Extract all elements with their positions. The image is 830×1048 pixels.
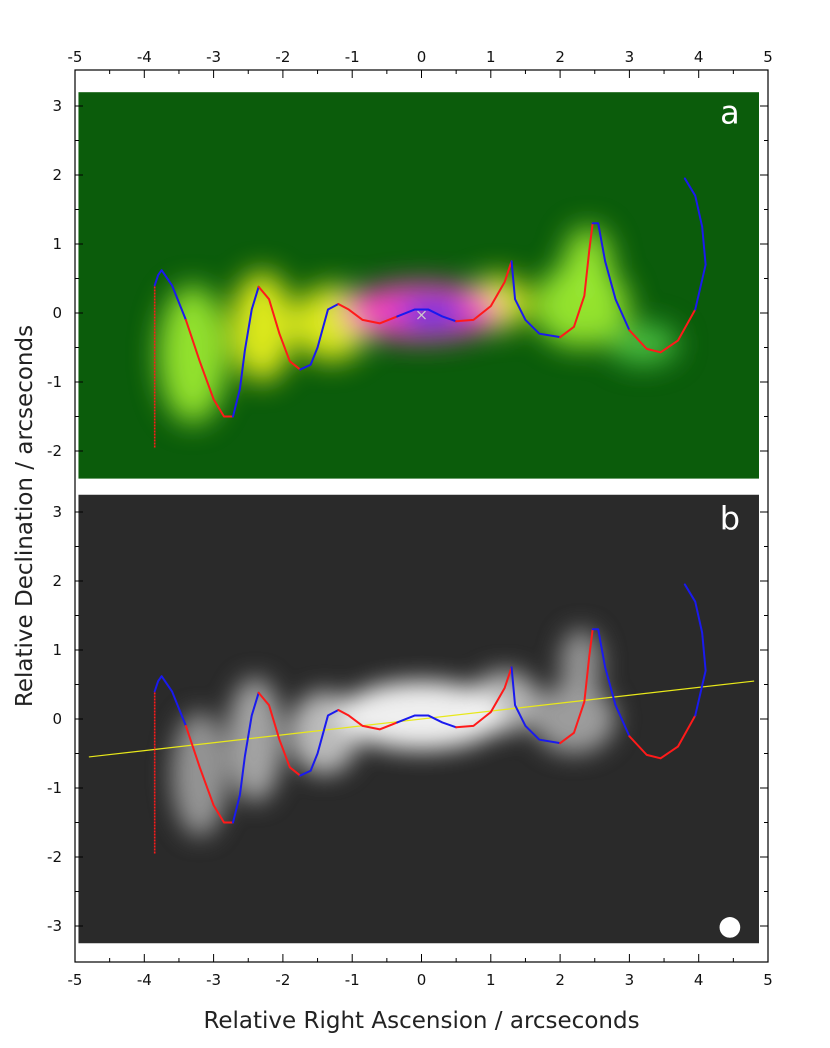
y-tick-label: 0: [52, 304, 62, 322]
emission-blob: [532, 684, 616, 754]
y-tick-label: 3: [52, 97, 62, 115]
jet-model-segment: [232, 691, 260, 824]
x-tick-label-top: -3: [206, 48, 221, 66]
y-axis-label: Relative Declination / arcseconds: [12, 325, 38, 707]
jet-model-segment: [299, 709, 340, 777]
jet-model-segment: [683, 177, 707, 311]
x-tick-label-bottom: -3: [206, 971, 221, 989]
jet-model-segment: [396, 308, 458, 323]
x-tick-label-top: -4: [137, 48, 152, 66]
emission-blob: [230, 271, 294, 382]
panel-b-letter: b: [720, 499, 740, 537]
y-tick-label: -3: [47, 917, 62, 935]
jet-model-segment: [232, 285, 260, 418]
jet-model-segment: [628, 308, 697, 354]
jet-model-segment: [184, 318, 235, 418]
x-tick-label-bottom: -4: [137, 971, 152, 989]
emission-blob: [397, 299, 467, 330]
panel-b-jet-model: [153, 583, 707, 854]
x-tick-label-bottom: 1: [486, 971, 496, 989]
jet-model-segment: [184, 724, 235, 824]
jet-model-segment: [628, 714, 697, 760]
x-tick-label-bottom: 3: [625, 971, 635, 989]
y-tick-label: -2: [47, 848, 62, 866]
axis-ticks: [74, 70, 769, 962]
x-tick-label-top: 1: [486, 48, 496, 66]
y-tick-label: 0: [52, 710, 62, 728]
jet-model-segment: [153, 269, 187, 321]
x-tick-label-bottom: 0: [417, 971, 427, 989]
panel-a-core-marker: [417, 310, 426, 320]
y-tick-label: 1: [52, 641, 62, 659]
jet-model-segment: [257, 285, 302, 371]
emission-blob: [158, 285, 228, 424]
jet-model-segment: [299, 303, 340, 371]
emission-blob: [172, 712, 228, 837]
jet-model-segment: [455, 666, 513, 729]
y-tick-label: -1: [47, 779, 62, 797]
jet-axis-line: [88, 680, 755, 758]
panel-a-letter: a: [720, 93, 740, 131]
x-tick-label-bottom: 5: [763, 971, 773, 989]
x-tick-label-top: 3: [625, 48, 635, 66]
x-tick-label-bottom: -1: [345, 971, 360, 989]
jet-model-segment: [591, 628, 631, 738]
panel-b: b: [78, 494, 759, 944]
jet-model-segment: [337, 303, 399, 325]
jet-model-segment: [510, 260, 562, 339]
x-tick-label-top: -1: [345, 48, 360, 66]
jet-model-segment: [683, 583, 707, 717]
jet-model-segment: [396, 714, 458, 729]
y-tick-label: -2: [47, 442, 62, 460]
y-tick-label: 1: [52, 235, 62, 253]
x-tick-label-top: 4: [694, 48, 704, 66]
x-axis-label: Relative Right Ascension / arcseconds: [203, 1008, 639, 1034]
x-tick-label-top: -5: [68, 48, 83, 66]
jet-model-segment: [337, 709, 399, 731]
jet-model-segment: [510, 666, 562, 745]
panel-a-jet-model: [153, 177, 707, 448]
panel-a-emission: [158, 226, 678, 424]
x-tick-label-bottom: 2: [555, 971, 565, 989]
x-tick-label-bottom: 4: [694, 971, 704, 989]
jet-model-segment: [559, 628, 594, 745]
x-tick-label-bottom: -2: [275, 971, 290, 989]
core-marker-stroke: [417, 310, 426, 320]
x-tick-label-top: -2: [275, 48, 290, 66]
jet-model-segment: [455, 260, 513, 323]
jet-model-segment: [153, 675, 187, 727]
y-tick-label: 2: [52, 572, 62, 590]
x-tick-label-top: 0: [417, 48, 427, 66]
panel-a: a: [78, 92, 759, 479]
jet-model-segment: [559, 222, 594, 339]
x-tick-label-bottom: -5: [68, 971, 83, 989]
x-tick-label-top: 5: [763, 48, 773, 66]
beam-marker: [719, 917, 741, 938]
y-tick-label: 2: [52, 166, 62, 184]
y-tick-label: -1: [47, 373, 62, 391]
y-tick-label: 3: [52, 503, 62, 521]
jet-model-segment: [257, 691, 302, 777]
jet-model-segment: [591, 222, 631, 332]
x-tick-label-top: 2: [555, 48, 565, 66]
axis-tick-labels: -5 -5 -4 -4 -3 -3 -2 -2 -1 -1 0 0 1 1 2 2 3 3 4 4 5 5 -2 -1 0 1 2 3…: [47, 48, 773, 989]
